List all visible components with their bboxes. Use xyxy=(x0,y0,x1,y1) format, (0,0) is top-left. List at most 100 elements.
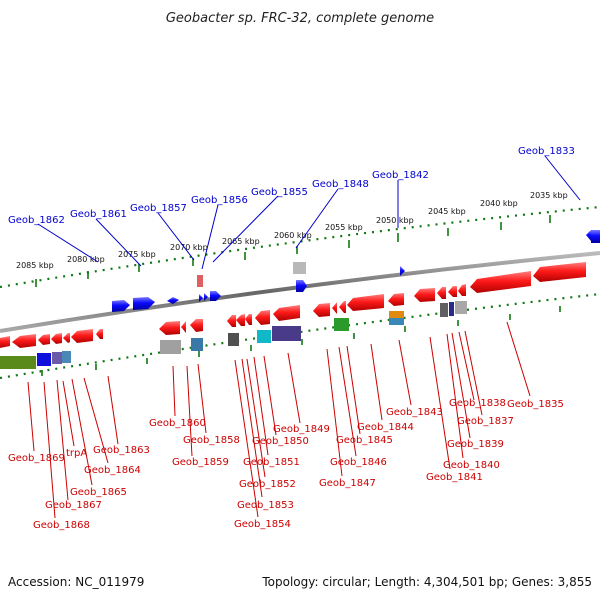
reverse-gene[interactable] xyxy=(255,310,270,325)
forward-gene[interactable] xyxy=(296,280,307,292)
gene-label-bottom[interactable]: Geob_1853 xyxy=(237,500,294,511)
gene-label-bottom[interactable]: Geob_1860 xyxy=(149,418,206,429)
gene-label-bottom[interactable]: Geob_1847 xyxy=(319,478,376,489)
reverse-gene[interactable] xyxy=(414,288,435,302)
reverse-gene[interactable] xyxy=(388,293,404,306)
scale-label: 2065 kbp xyxy=(222,237,260,246)
feature-block[interactable] xyxy=(334,318,349,331)
gene-label-top[interactable]: Geob_1855 xyxy=(251,187,308,198)
gene-label-top[interactable]: Geob_1842 xyxy=(372,170,429,181)
gene-label-top[interactable]: Geob_1857 xyxy=(130,203,187,214)
forward-gene[interactable] xyxy=(204,293,208,301)
gene-label-bottom[interactable]: Geob_1851 xyxy=(243,457,300,468)
feature-block[interactable] xyxy=(228,333,239,346)
gene-label-bottom[interactable]: Geob_1859 xyxy=(172,457,229,468)
feature-block[interactable] xyxy=(293,262,306,274)
reverse-gene[interactable] xyxy=(51,333,62,344)
gene-label-bottom[interactable]: trpA xyxy=(66,448,87,459)
reverse-gene[interactable] xyxy=(236,314,245,326)
gene-label-bottom[interactable]: Geob_1854 xyxy=(234,519,291,530)
forward-gene[interactable] xyxy=(210,291,221,301)
reverse-gene[interactable] xyxy=(63,333,70,343)
reverse-gene[interactable] xyxy=(347,294,384,311)
topology-summary: Topology: circular; Length: 4,304,501 bp… xyxy=(261,575,592,589)
forward-gene[interactable] xyxy=(133,297,155,310)
gene-label-bottom[interactable]: Geob_1863 xyxy=(93,445,150,456)
forward-gene[interactable] xyxy=(400,266,405,276)
forward-gene[interactable] xyxy=(199,294,203,302)
reverse-gene[interactable] xyxy=(437,287,446,299)
gene-label-bottom[interactable]: Geob_1868 xyxy=(33,520,90,531)
feature-block[interactable] xyxy=(449,302,454,316)
feature-block[interactable] xyxy=(440,303,448,317)
scale-label: 2045 kbp xyxy=(428,207,466,216)
forward-gene[interactable] xyxy=(112,300,130,312)
reverse-gene[interactable] xyxy=(313,303,330,317)
reverse-gene[interactable] xyxy=(96,329,103,339)
feature-block[interactable] xyxy=(0,356,36,369)
gene-label-bottom[interactable]: Geob_1850 xyxy=(252,436,309,447)
scale-label: 2060 kbp xyxy=(274,231,312,240)
reverse-gene[interactable] xyxy=(470,271,531,293)
reverse-gene[interactable] xyxy=(339,301,346,313)
feature-block[interactable] xyxy=(62,351,71,363)
reverse-gene[interactable] xyxy=(448,286,457,297)
feature-block[interactable] xyxy=(52,352,62,364)
gene-label-bottom[interactable]: Geob_1838 xyxy=(449,398,506,409)
gene-label-bottom[interactable]: Geob_1867 xyxy=(45,500,102,511)
gene-label-bottom[interactable]: Geob_1844 xyxy=(357,422,414,433)
forward-genes xyxy=(112,230,600,312)
reverse-gene[interactable] xyxy=(71,329,93,343)
feature-block[interactable] xyxy=(272,326,301,341)
reverse-gene[interactable] xyxy=(273,305,300,321)
scale-label: 2040 kbp xyxy=(480,199,518,208)
lower-major-ticks xyxy=(41,306,561,376)
gene-label-bottom[interactable]: Geob_1849 xyxy=(273,424,330,435)
reverse-gene[interactable] xyxy=(190,319,203,332)
gene-label-bottom[interactable]: Geob_1841 xyxy=(426,472,483,483)
reverse-gene[interactable] xyxy=(245,314,252,325)
reverse-gene[interactable] xyxy=(332,302,337,314)
feature-block[interactable] xyxy=(37,353,51,366)
upper-scale-line xyxy=(0,205,600,289)
reverse-gene[interactable] xyxy=(533,262,586,282)
reverse-gene[interactable] xyxy=(159,321,180,335)
feature-block[interactable] xyxy=(389,311,404,318)
gene-label-top[interactable]: Geob_1861 xyxy=(70,209,127,220)
feature-block[interactable] xyxy=(197,275,203,287)
feature-block[interactable] xyxy=(191,338,203,351)
gene-label-bottom[interactable]: Geob_1837 xyxy=(457,416,514,427)
gene-label-bottom[interactable]: Geob_1858 xyxy=(183,435,240,446)
gene-label-bottom[interactable]: Geob_1869 xyxy=(8,453,65,464)
forward-gene[interactable] xyxy=(586,230,591,241)
reverse-gene[interactable] xyxy=(227,315,236,327)
gene-label-top[interactable]: Geob_1833 xyxy=(518,146,575,157)
feature-block[interactable] xyxy=(160,340,181,354)
feature-block[interactable] xyxy=(455,301,467,314)
feature-block[interactable] xyxy=(257,330,271,343)
gene-label-bottom[interactable]: Geob_1864 xyxy=(84,465,141,476)
gene-label-bottom[interactable]: Geob_1865 xyxy=(70,487,127,498)
feature-block[interactable] xyxy=(389,318,404,325)
gene-label-bottom[interactable]: Geob_1845 xyxy=(336,435,393,446)
gene-label-bottom[interactable]: Geob_1835 xyxy=(507,399,564,410)
reverse-gene[interactable] xyxy=(458,284,466,296)
forward-gene[interactable] xyxy=(591,230,600,243)
reverse-gene[interactable] xyxy=(181,321,186,333)
gene-label-bottom[interactable]: Geob_1839 xyxy=(447,439,504,450)
reverse-gene[interactable] xyxy=(12,334,36,348)
gene-label-bottom[interactable]: Geob_1843 xyxy=(386,407,443,418)
scale-label: 2055 kbp xyxy=(325,223,363,232)
gene-label-top[interactable]: Geob_1848 xyxy=(312,179,369,190)
reverse-gene[interactable] xyxy=(38,334,50,345)
gene-label-bottom[interactable]: Geob_1852 xyxy=(239,479,296,490)
scale-label: 2080 kbp xyxy=(67,255,105,264)
gene-label-bottom[interactable]: Geob_1840 xyxy=(443,460,500,471)
gene-label-top[interactable]: Geob_1856 xyxy=(191,195,248,206)
forward-gene[interactable] xyxy=(167,297,179,304)
reverse-gene[interactable] xyxy=(0,336,10,348)
top-gene-labels: Geob_1862 Geob_1861 Geob_1857 Geob_1856 … xyxy=(8,146,575,226)
gene-label-bottom[interactable]: Geob_1846 xyxy=(330,457,387,468)
gene-label-top[interactable]: Geob_1862 xyxy=(8,215,65,226)
